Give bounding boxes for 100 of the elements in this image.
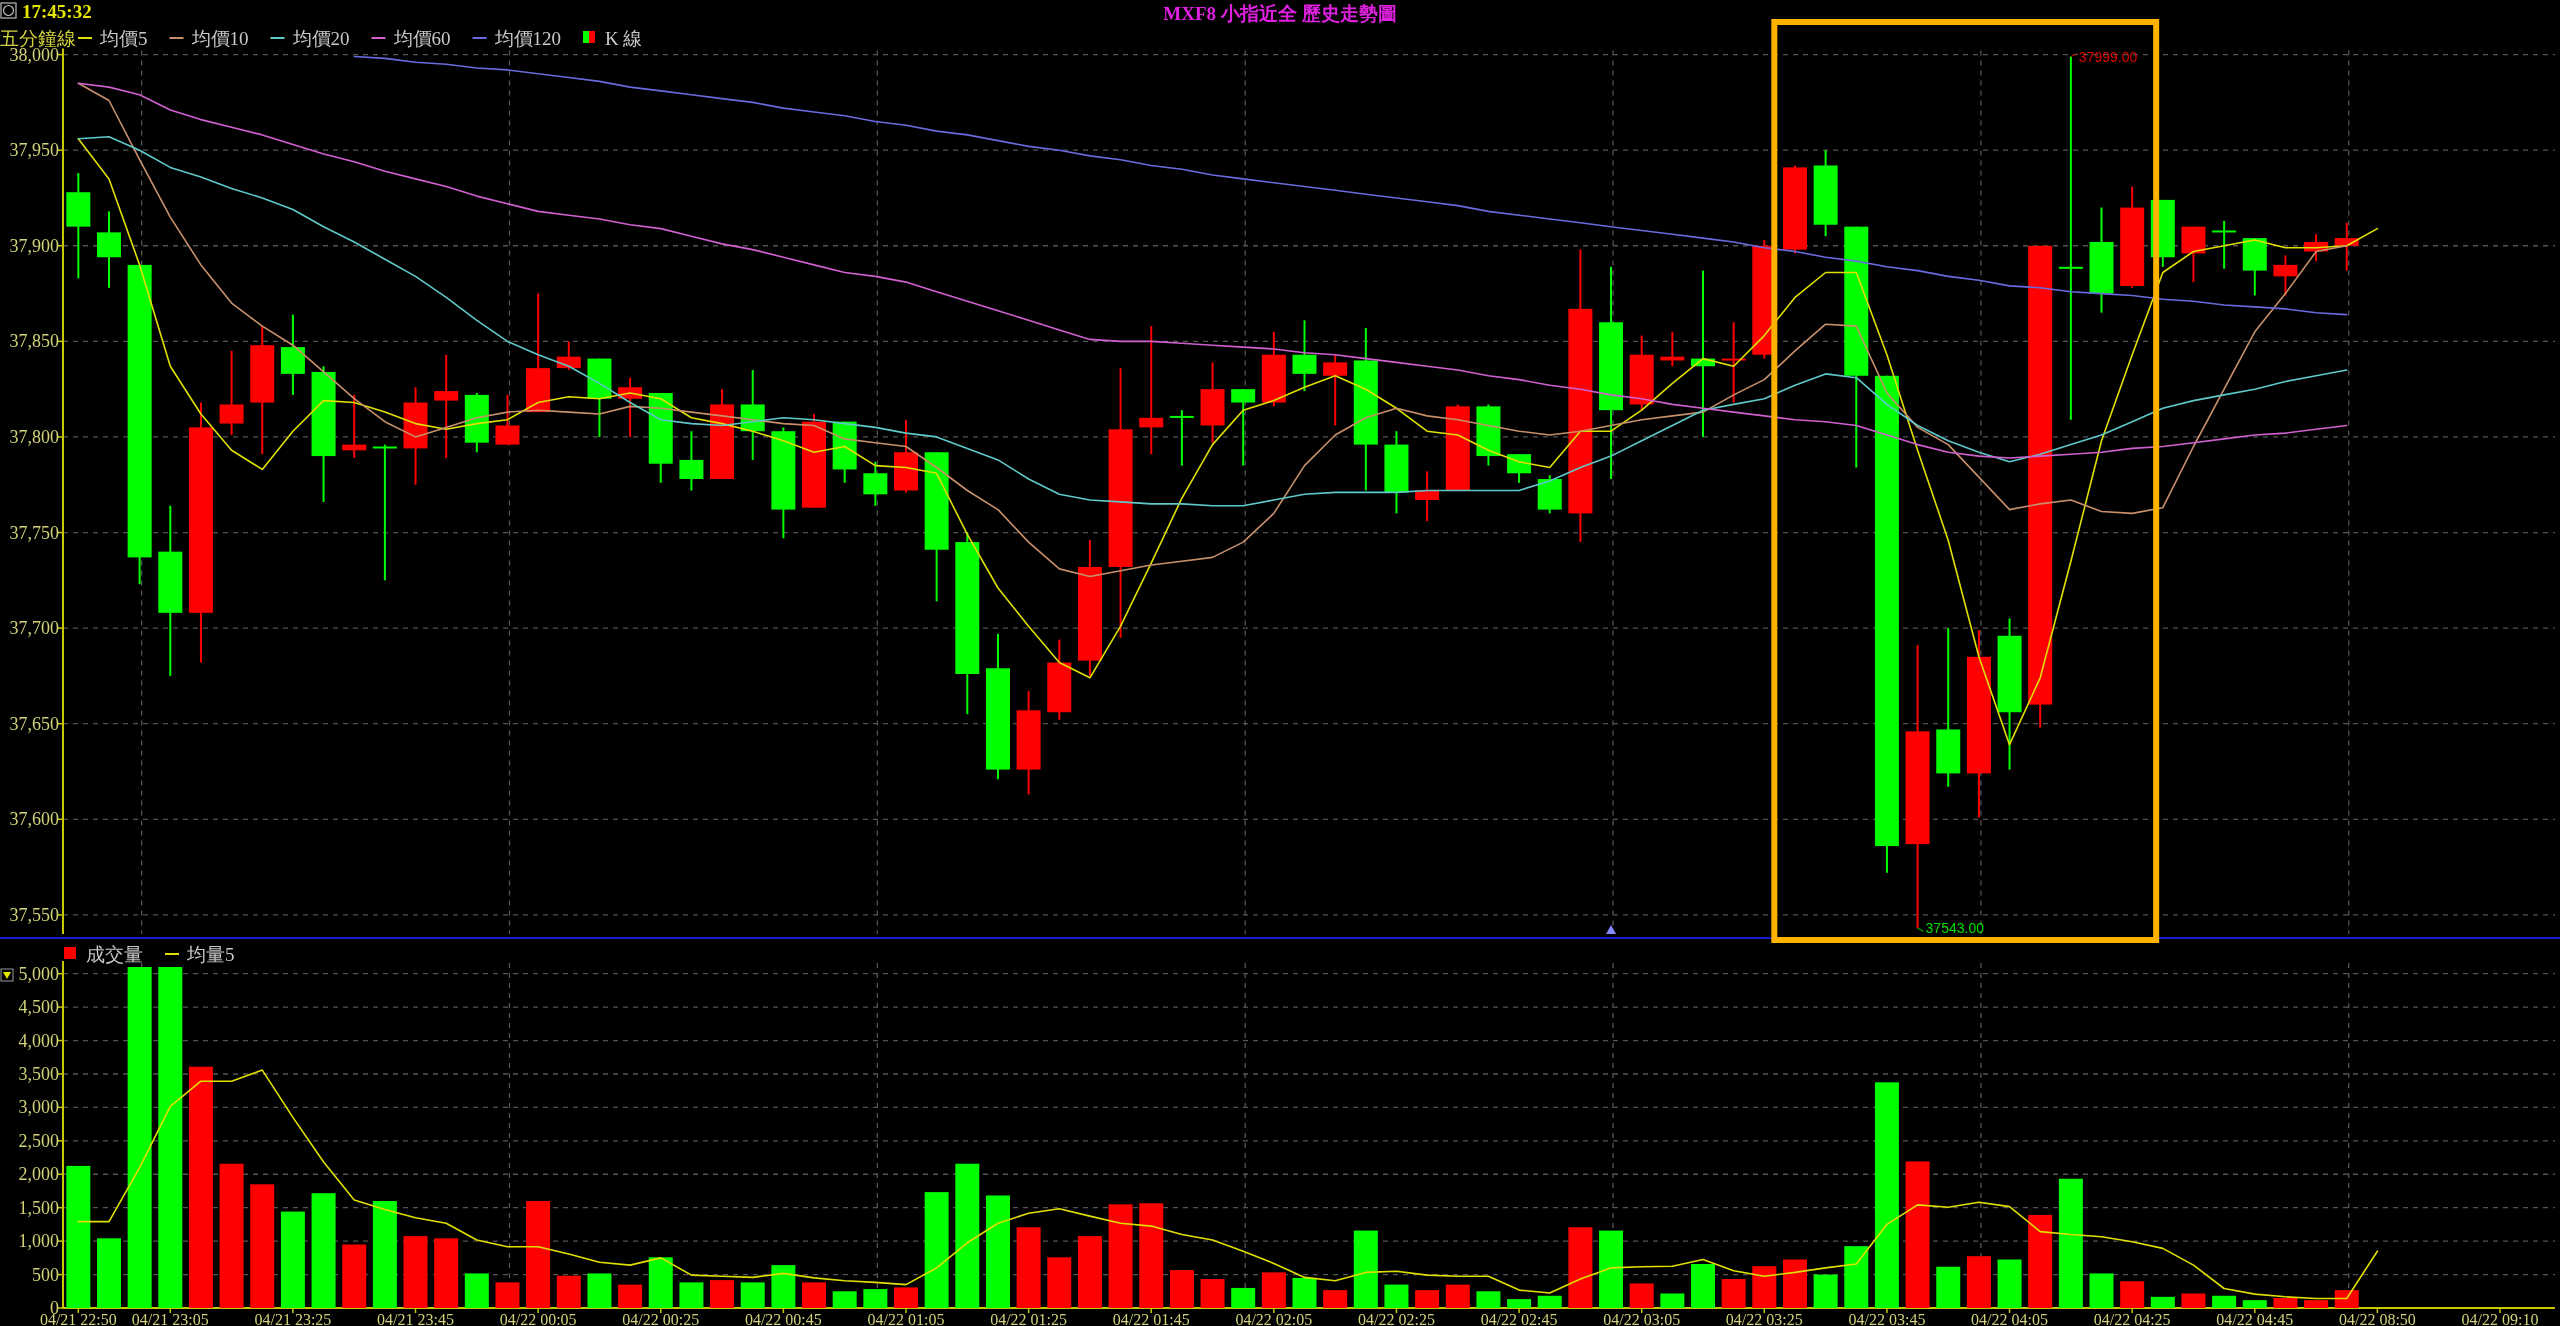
bar [1016, 1227, 1041, 1308]
bar [1782, 1259, 1807, 1308]
bar [526, 1201, 551, 1308]
y-tick-label: 37,650 [9, 713, 59, 734]
bar [587, 1273, 612, 1308]
bar [188, 1066, 213, 1308]
bar [403, 1236, 428, 1308]
candlestick [1415, 470, 1440, 523]
y-tick-label: 3,000 [18, 1097, 59, 1118]
legend-label: 均價60 [392, 28, 451, 49]
bar [1169, 1270, 1194, 1308]
x-tick-label: 04/22 09:10 [2461, 1311, 2539, 1326]
bar [250, 1184, 275, 1308]
bar [2058, 1178, 2083, 1308]
bar [1507, 1299, 1532, 1308]
y-tick-label: 3,500 [18, 1063, 59, 1084]
bar [618, 1284, 643, 1308]
bar [1323, 1290, 1348, 1308]
bar [863, 1289, 888, 1308]
bar [648, 1257, 673, 1308]
x-tick-label: 04/22 03:45 [1848, 1311, 1926, 1326]
bar [2242, 1300, 2267, 1308]
bar [1721, 1279, 1746, 1308]
line-series [77, 1069, 2379, 1300]
legend-label: K 線 [605, 28, 643, 49]
bar [955, 1163, 980, 1308]
x-tick-label: 04/22 04:05 [1971, 1311, 2048, 1326]
bar [1752, 1266, 1777, 1308]
bar [1231, 1287, 1256, 1308]
bar [372, 1201, 397, 1308]
bar [434, 1238, 459, 1308]
bar [1139, 1203, 1164, 1308]
bar [1844, 1246, 1869, 1308]
x-tick-label: 04/22 01:45 [1112, 1311, 1190, 1326]
bar [1445, 1284, 1470, 1308]
y-tick-label: 2,000 [18, 1164, 59, 1185]
bar [2304, 1300, 2329, 1308]
y-tick-label: 37,900 [9, 235, 59, 256]
x-tick-label: 04/22 08:50 [2338, 1311, 2416, 1326]
candlestick [2212, 219, 2237, 270]
bar [1813, 1274, 1838, 1308]
bar [1384, 1284, 1409, 1308]
bar [1077, 1236, 1102, 1308]
bar [1691, 1264, 1716, 1308]
bar [1874, 1082, 1899, 1308]
bar [1936, 1266, 1961, 1308]
x-tick-label: 04/21 23:25 [254, 1311, 332, 1326]
candlestick [219, 349, 244, 437]
bar [1292, 1277, 1317, 1308]
y-tick-label: 2,500 [18, 1130, 59, 1151]
x-tick-label: 04/22 02:45 [1480, 1311, 1558, 1326]
candlestick [679, 430, 704, 492]
candlestick [863, 460, 888, 507]
bar [1476, 1291, 1501, 1308]
x-tick-label: 04/22 04:25 [2093, 1311, 2171, 1326]
y-tick-label: 37,750 [9, 522, 59, 543]
y-tick-label: 1,000 [18, 1231, 59, 1252]
bar [158, 967, 183, 1308]
bar [556, 1275, 581, 1308]
bar [2089, 1273, 2114, 1308]
bar [2334, 1290, 2359, 1308]
candlestick [1169, 409, 1194, 467]
bar [280, 1211, 305, 1308]
bar [1905, 1161, 1930, 1308]
bar [66, 1165, 91, 1308]
bar [2212, 1295, 2237, 1308]
y-tick-label: 37,550 [9, 904, 59, 925]
x-tick-label: 04/22 04:45 [2216, 1311, 2294, 1326]
y-tick-label: 37,700 [9, 618, 59, 639]
bar [832, 1291, 857, 1308]
bar [2150, 1296, 2175, 1308]
y-tick-label: 4,500 [18, 997, 59, 1018]
legend-label: 均價120 [493, 28, 561, 49]
x-tick-label: 04/22 01:05 [867, 1311, 945, 1326]
bar [1997, 1259, 2022, 1308]
bar [740, 1282, 765, 1308]
bar [495, 1282, 520, 1308]
bar [893, 1287, 918, 1308]
bar [311, 1193, 336, 1308]
bar [342, 1244, 367, 1308]
candlestick [1231, 388, 1256, 467]
legend-label: 均價10 [190, 28, 249, 49]
x-tick-label: 04/22 03:25 [1725, 1311, 1803, 1326]
x-tick-label: 04/21 23:45 [377, 1311, 454, 1326]
x-tick-label: 04/22 00:25 [622, 1311, 700, 1326]
x-tick-label: 04/22 03:05 [1603, 1311, 1681, 1326]
y-tick-label: 5,000 [18, 963, 59, 984]
bar [464, 1273, 489, 1308]
x-tick-label: 04/22 00:45 [744, 1311, 822, 1326]
bar [2273, 1297, 2298, 1308]
line-series [77, 137, 2379, 746]
bar [219, 1163, 244, 1308]
bar [2120, 1281, 2145, 1308]
candlestick [1507, 453, 1532, 484]
bar [924, 1192, 949, 1308]
candlestick [434, 353, 459, 459]
bar [710, 1280, 735, 1308]
bar [1568, 1227, 1593, 1308]
candlestick [1292, 319, 1317, 393]
line-series [77, 82, 2348, 459]
